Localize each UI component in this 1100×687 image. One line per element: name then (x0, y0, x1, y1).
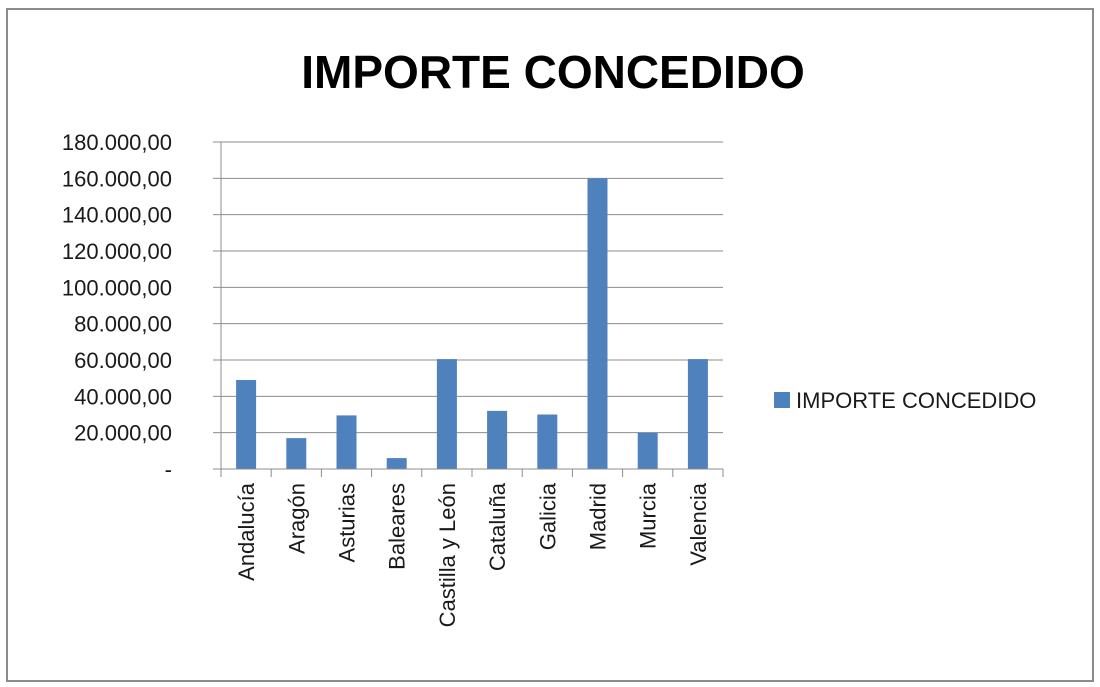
bar (537, 414, 558, 469)
y-tick-label: - (165, 457, 172, 482)
chart-frame (6, 8, 1094, 682)
x-category-label: Andalucía (234, 482, 259, 581)
x-category-label: Cataluña (485, 482, 510, 571)
bar (286, 438, 307, 469)
bar (637, 432, 658, 469)
bar (436, 359, 457, 469)
chart-title: IMPORTE CONCEDIDO (301, 46, 804, 98)
x-category-label: Baleares (385, 483, 410, 570)
bar (687, 359, 708, 469)
y-tick-label: 120.000,00 (62, 239, 172, 264)
bar (386, 458, 407, 469)
x-category-label: Galicia (535, 482, 560, 550)
legend-label: IMPORTE CONCEDIDO (796, 388, 1036, 413)
legend: IMPORTE CONCEDIDO (774, 388, 1036, 413)
y-axis-ticks: - 20.000,00 40.000,00 60.000,00 80.000,00 100… (62, 130, 172, 482)
y-tick-label: 20.000,00 (74, 421, 172, 446)
legend-swatch (774, 392, 790, 408)
x-category-label: Valencia (686, 482, 711, 566)
x-category-label: Aragón (284, 483, 309, 554)
x-category-label: Asturias (335, 483, 360, 562)
y-tick-label: 60.000,00 (74, 348, 172, 373)
y-tick-label: 80.000,00 (74, 312, 172, 337)
bar (236, 379, 257, 469)
x-category-label: Castilla y León (435, 483, 460, 627)
x-axis-categories: Andalucía Aragón Asturias Baleares Castilla … (234, 482, 711, 627)
bar (587, 178, 608, 470)
bar (336, 415, 357, 469)
y-tick-label: 180.000,00 (62, 130, 172, 155)
x-category-label: Madrid (586, 483, 611, 550)
bars (236, 178, 708, 470)
axes (213, 141, 724, 477)
y-tick-label: 140.000,00 (62, 203, 172, 228)
bar (487, 410, 508, 469)
x-category-label: Murcia (636, 482, 661, 549)
y-tick-label: 160.000,00 (62, 166, 172, 191)
gridlines (221, 141, 723, 434)
y-tick-label: 100.000,00 (62, 275, 172, 300)
y-tick-label: 40.000,00 (74, 384, 172, 409)
